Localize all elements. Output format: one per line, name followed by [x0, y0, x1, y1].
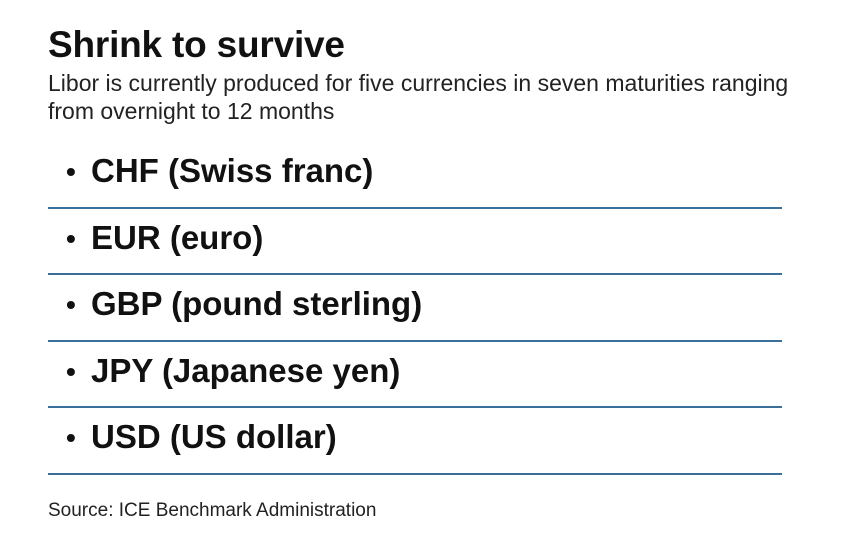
- page-subtitle: Libor is currently produced for five cur…: [48, 70, 789, 124]
- list-item-label: JPY (Japanese yen): [91, 351, 401, 389]
- list-item-usd: • USD (US dollar): [48, 408, 782, 475]
- source-note: Source: ICE Benchmark Administration: [48, 500, 377, 521]
- bullet-icon: •: [66, 156, 76, 187]
- list-item-gbp: • GBP (pound sterling): [48, 275, 782, 342]
- list-item-label: CHF (Swiss franc): [91, 152, 374, 189]
- list-item-label: EUR (euro): [91, 218, 264, 256]
- bullet-icon: •: [66, 222, 76, 254]
- bullet-icon: •: [66, 422, 76, 453]
- page-title: Shrink to survive: [48, 24, 345, 65]
- list-item-label: USD (US dollar): [91, 418, 337, 455]
- list-item-label: GBP (pound sterling): [91, 285, 423, 322]
- bullet-icon: •: [66, 355, 76, 387]
- currency-list: • CHF (Swiss franc) • EUR (euro) • GBP (…: [48, 142, 782, 475]
- list-item-jpy: • JPY (Japanese yen): [48, 342, 782, 408]
- list-item-eur: • EUR (euro): [48, 209, 782, 275]
- bullet-icon: •: [66, 289, 76, 320]
- list-item-chf: • CHF (Swiss franc): [48, 142, 782, 209]
